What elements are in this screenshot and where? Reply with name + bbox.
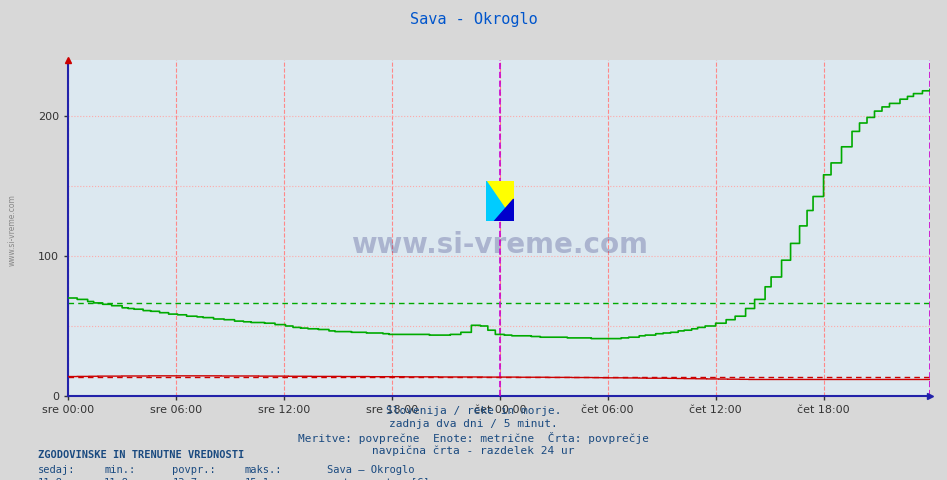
Text: ZGODOVINSKE IN TRENUTNE VREDNOSTI: ZGODOVINSKE IN TRENUTNE VREDNOSTI <box>38 450 244 460</box>
Text: sedaj:: sedaj: <box>38 465 76 475</box>
Text: navpična črta - razdelek 24 ur: navpična črta - razdelek 24 ur <box>372 446 575 456</box>
Text: 11,8: 11,8 <box>104 478 129 480</box>
Text: 13,7: 13,7 <box>172 478 197 480</box>
Text: Slovenija / reke in morje.: Slovenija / reke in morje. <box>385 406 562 416</box>
Text: 15,1: 15,1 <box>244 478 269 480</box>
Text: maks.:: maks.: <box>244 465 282 475</box>
Text: temperatura[C]: temperatura[C] <box>343 478 430 480</box>
Text: Meritve: povprečne  Enote: metrične  Črta: povprečje: Meritve: povprečne Enote: metrične Črta:… <box>298 432 649 444</box>
Text: www.si-vreme.com: www.si-vreme.com <box>8 194 17 266</box>
Polygon shape <box>486 181 513 221</box>
Text: zadnja dva dni / 5 minut.: zadnja dva dni / 5 minut. <box>389 419 558 429</box>
Text: Sava - Okroglo: Sava - Okroglo <box>410 12 537 27</box>
Text: 11,8: 11,8 <box>38 478 63 480</box>
Text: povpr.:: povpr.: <box>172 465 216 475</box>
Text: www.si-vreme.com: www.si-vreme.com <box>350 231 648 259</box>
Polygon shape <box>486 181 513 221</box>
Polygon shape <box>494 199 513 221</box>
Text: min.:: min.: <box>104 465 135 475</box>
Text: Sava – Okroglo: Sava – Okroglo <box>327 465 414 475</box>
